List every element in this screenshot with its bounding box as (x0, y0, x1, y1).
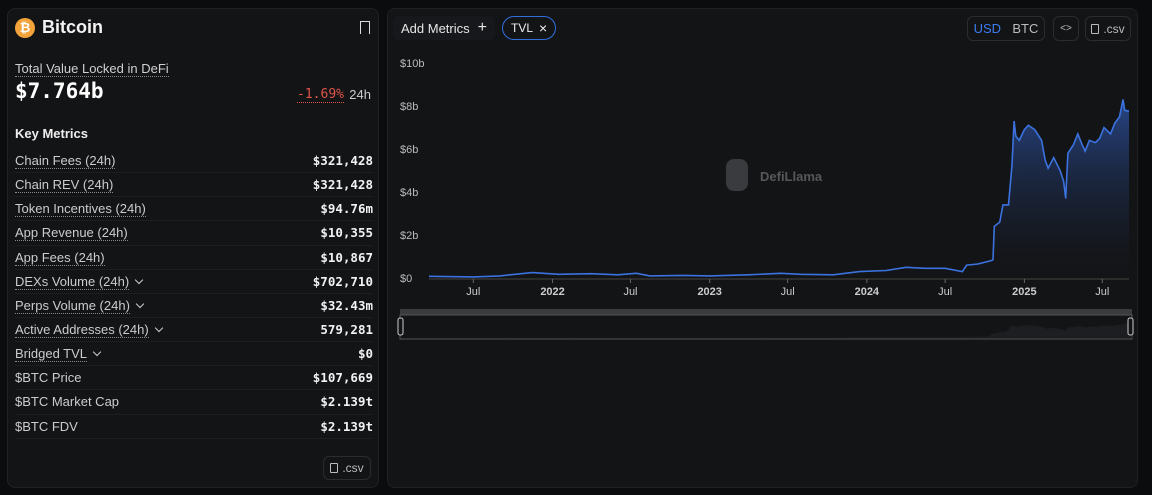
metric-value: $321,428 (312, 177, 373, 193)
currency-btc[interactable]: BTC (1012, 21, 1039, 36)
metric-row: App Fees (24h) $10,867 (15, 246, 373, 270)
metric-row: $BTC Price $107,669 (15, 366, 373, 391)
metric-value: $94.76m (320, 201, 373, 217)
y-tick-label: $6b (400, 144, 418, 156)
file-icon (1091, 23, 1100, 34)
bookmark-icon[interactable] (360, 21, 370, 38)
download-csv-button[interactable]: .csv (323, 456, 371, 480)
chain-overview-panel: ₿ Bitcoin Total Value Locked in DeFi $7.… (7, 8, 379, 488)
code-icon: <> (1060, 23, 1072, 34)
metric-label[interactable]: Token Incentives (24h) (15, 201, 146, 218)
metric-row: Token Incentives (24h) $94.76m (15, 197, 373, 222)
metric-value: $32.43m (320, 297, 373, 313)
metric-label[interactable]: Chain REV (24h) (15, 177, 114, 194)
tvl-change-period: 24h (349, 87, 371, 102)
metric-label[interactable]: Bridged TVL (15, 346, 102, 363)
chevron-down-icon[interactable] (134, 275, 144, 285)
csv-label: .csv (1103, 21, 1125, 36)
tvl-label[interactable]: Total Value Locked in DeFi (15, 61, 169, 77)
metric-row: Chain REV (24h) $321,428 (15, 173, 373, 198)
metric-row: DEXs Volume (24h) $702,710 (15, 270, 373, 294)
metric-row: App Revenue (24h) $10,355 (15, 221, 373, 246)
range-end-handle[interactable] (1127, 317, 1134, 336)
metric-value: $702,710 (312, 273, 373, 289)
key-metrics-list: Chain Fees (24h) $321,428 Chain REV (24h) $… (15, 149, 373, 439)
metric-row: $BTC Market Cap $2.139t (15, 390, 373, 415)
csv-label: .csv (342, 461, 364, 475)
metric-value: $107,669 (312, 370, 373, 386)
metric-value: $321,428 (312, 153, 373, 169)
x-tick-label: Jul (938, 286, 952, 298)
metric-label: $BTC FDV (15, 418, 78, 434)
metric-value: $0 (357, 346, 373, 362)
metric-value: $10,355 (320, 225, 373, 241)
metric-value: $10,867 (320, 249, 373, 265)
metric-label[interactable]: DEXs Volume (24h) (15, 273, 144, 290)
tvl-value: $7.764b (15, 79, 104, 103)
chip-label: TVL (511, 21, 534, 35)
metric-label: $BTC Price (15, 370, 82, 386)
y-tick-label: $10b (400, 58, 424, 70)
tvl-area (429, 99, 1129, 278)
chevron-down-icon[interactable] (154, 323, 163, 333)
range-slider-handle-bar[interactable] (400, 309, 1132, 315)
x-tick-label: 2022 (540, 286, 564, 298)
embed-button[interactable]: <> (1053, 16, 1079, 41)
metric-value: $2.139t (320, 418, 373, 434)
metric-label: $BTC Market Cap (15, 394, 120, 410)
watermark: DefiLlama (760, 169, 823, 184)
defillama-logo-icon (726, 159, 748, 191)
range-slider-preview (400, 323, 1132, 338)
currency-toggle: USD BTC (967, 16, 1045, 41)
x-tick-label: Jul (623, 286, 637, 298)
tvl-change[interactable]: -1.69% (297, 87, 344, 103)
y-tick-label: $0 (400, 273, 412, 285)
x-tick-label: 2025 (1012, 286, 1036, 298)
metric-label[interactable]: Active Addresses (24h) (15, 322, 163, 339)
metric-row: Chain Fees (24h) $321,428 (15, 149, 373, 174)
x-tick-label: Jul (466, 286, 480, 298)
x-tick-label: 2023 (697, 286, 721, 298)
tvl-line (428, 99, 1130, 278)
add-metrics-button[interactable]: Add Metrics + (393, 16, 495, 40)
chevron-down-icon[interactable] (92, 347, 102, 357)
metric-label[interactable]: App Revenue (24h) (15, 225, 128, 242)
metric-row: $BTC FDV $2.139t (15, 415, 373, 439)
x-tick-label: Jul (781, 286, 795, 298)
metric-label[interactable]: App Fees (24h) (15, 249, 105, 266)
x-tick-label: Jul (1095, 286, 1109, 298)
metric-label[interactable]: Perps Volume (24h) (15, 297, 145, 314)
add-metrics-label: Add Metrics (401, 20, 470, 36)
metric-value: $2.139t (320, 394, 373, 410)
chart-panel: Add Metrics + TVL × USD BTC <> .csv DefiLla… (387, 8, 1138, 488)
bitcoin-logo: ₿ (15, 18, 35, 38)
key-metrics-heading: Key Metrics (15, 126, 88, 141)
tvl-chart[interactable]: DefiLlama $0 $2b $4b $6b $8b $10b Jul 2022 Jul 202… (388, 9, 1139, 489)
metric-row: Perps Volume (24h) $32.43m (15, 294, 373, 318)
y-tick-label: $4b (400, 187, 418, 199)
metric-row: Bridged TVL $0 (15, 342, 373, 367)
chain-title: Bitcoin (42, 17, 103, 37)
x-tick-label: 2024 (855, 286, 880, 298)
plus-icon: + (477, 19, 487, 36)
y-tick-label: $8b (400, 101, 418, 113)
chevron-down-icon[interactable] (135, 299, 145, 309)
y-tick-label: $2b (400, 230, 418, 242)
currency-usd[interactable]: USD (973, 21, 1002, 36)
metric-value: 579,281 (320, 322, 373, 338)
tvl-metric-chip[interactable]: TVL × (502, 16, 557, 40)
metric-row: Active Addresses (24h) 579,281 (15, 318, 373, 343)
close-icon[interactable]: × (539, 20, 548, 36)
metric-label[interactable]: Chain Fees (24h) (15, 153, 116, 170)
file-icon (330, 463, 339, 473)
range-start-handle[interactable] (397, 317, 404, 336)
download-chart-csv-button[interactable]: .csv (1085, 16, 1131, 41)
